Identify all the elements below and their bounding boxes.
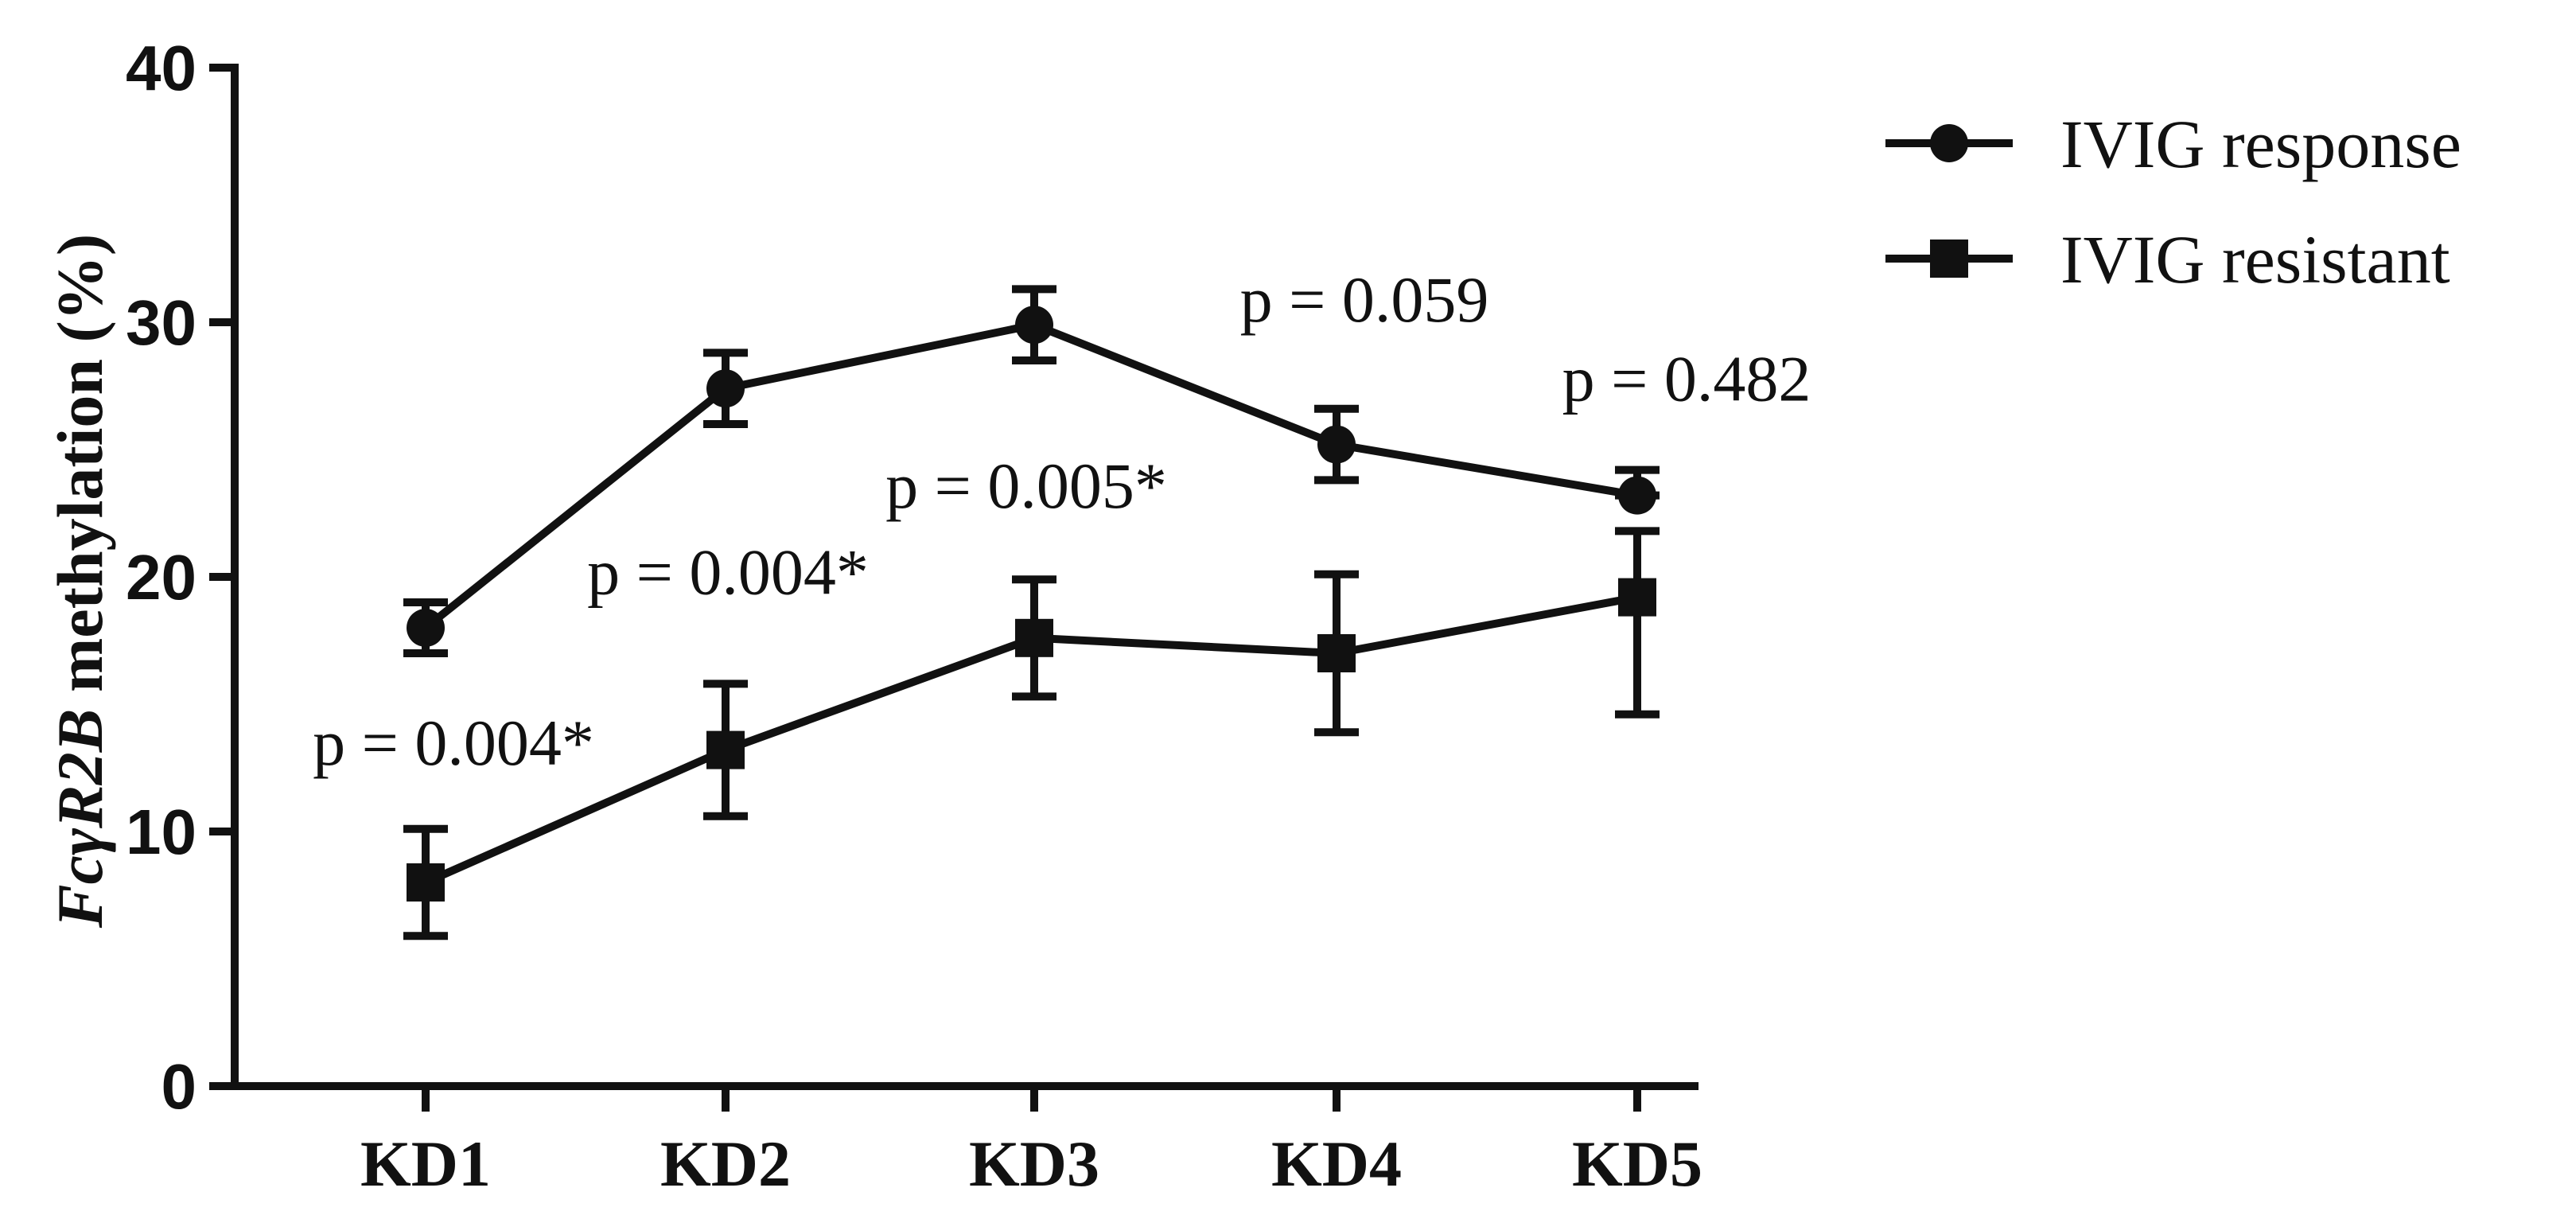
axes: 0 10 20 30 40 KD1 KD2 KD3 KD4 KD5 [126, 33, 1702, 1200]
data-point-square [407, 863, 445, 902]
y-axis-label: FcγR2B methylation (%) [44, 234, 116, 929]
legend-marker-square [1930, 240, 1968, 278]
data-point-square [1317, 634, 1356, 672]
legend-label: IVIG resistant [2060, 221, 2450, 298]
legend-marker-circle [1930, 124, 1968, 162]
data-point-square [706, 730, 745, 769]
data-point-circle [1015, 306, 1053, 345]
p-value-annotation: p = 0.005* [885, 450, 1167, 522]
y-tick-label: 20 [126, 542, 197, 613]
data-point-circle [1317, 425, 1356, 464]
y-axis-label-suffix: methylation (%) [44, 234, 116, 709]
x-tick-label-kd1: KD1 [360, 1127, 491, 1200]
series-layer [403, 285, 1660, 941]
data-point-square [1015, 618, 1053, 657]
x-tick-label-kd2: KD2 [660, 1127, 791, 1200]
legend-label: IVIG response [2060, 106, 2461, 182]
x-tick-label-kd4: KD4 [1271, 1127, 1402, 1200]
data-point-square [1618, 578, 1656, 617]
legend-item-ivig-response: IVIG response [1885, 106, 2461, 182]
y-axis-label-gene: FcγR2B [44, 709, 116, 929]
y-tick-label: 40 [126, 33, 197, 103]
series-ivig-response [403, 285, 1660, 657]
legend: IVIG response IVIG resistant [1885, 106, 2461, 298]
annotations: p = 0.004*p = 0.004*p = 0.005*p = 0.059p… [313, 263, 1811, 779]
p-value-annotation: p = 0.004* [313, 707, 594, 779]
data-point-circle [1618, 476, 1656, 515]
legend-item-ivig-resistant: IVIG resistant [1885, 221, 2450, 298]
x-tick-label-kd5: KD5 [1572, 1127, 1702, 1200]
error-bar [1615, 527, 1660, 719]
series-ivig-resistant [403, 527, 1660, 941]
y-tick-label: 30 [126, 287, 197, 358]
y-tick-label: 0 [161, 1051, 197, 1122]
p-value-annotation: p = 0.059 [1240, 263, 1489, 336]
y-tick-label: 10 [126, 796, 197, 867]
data-point-circle [407, 609, 445, 647]
x-tick-label-kd3: KD3 [969, 1127, 1099, 1200]
p-value-annotation: p = 0.482 [1562, 342, 1811, 415]
data-point-circle [706, 369, 745, 408]
p-value-annotation: p = 0.004* [587, 536, 869, 609]
